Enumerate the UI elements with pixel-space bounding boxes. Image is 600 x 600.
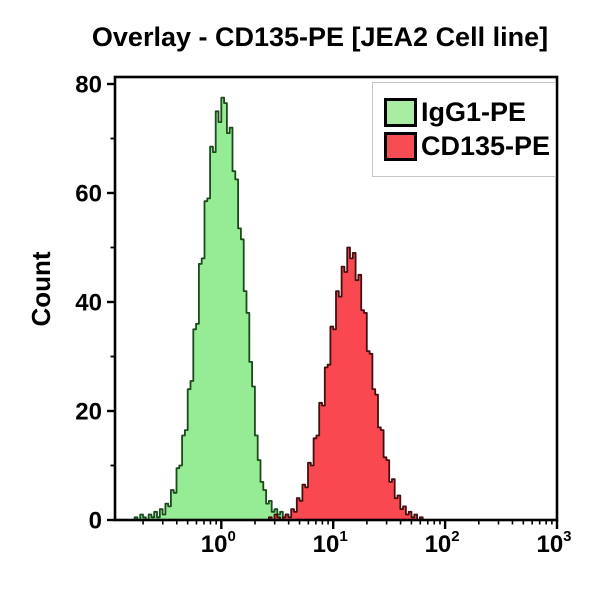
legend-label-cd135-pe: CD135-PE (421, 131, 551, 161)
histogram-cd135-pe (265, 246, 427, 521)
x-tick-label: 101 (313, 528, 348, 558)
y-tick-label: 80 (75, 72, 102, 99)
legend: IgG1-PE CD135-PE (372, 82, 556, 177)
legend-swatch-cd135-pe-icon (384, 132, 417, 161)
x-tick-label: 102 (425, 528, 460, 558)
legend-label-igg1-pe: IgG1-PE (421, 97, 527, 127)
legend-item-cd135-pe: CD135-PE (384, 132, 555, 161)
legend-swatch-igg1-pe-icon (384, 98, 417, 127)
x-tick-label: 103 (536, 528, 571, 558)
y-tick-label: 60 (75, 181, 102, 208)
plot-frame (113, 75, 559, 522)
y-tick-label: 20 (75, 399, 102, 426)
chart-title: Overlay - CD135-PE [JEA2 Cell line] (91, 22, 549, 52)
legend-item-igg1-pe: IgG1-PE (384, 98, 555, 127)
y-tick-label: 0 (89, 508, 102, 535)
y-tick-label: 40 (75, 290, 102, 317)
x-tick-label: 100 (201, 528, 236, 558)
